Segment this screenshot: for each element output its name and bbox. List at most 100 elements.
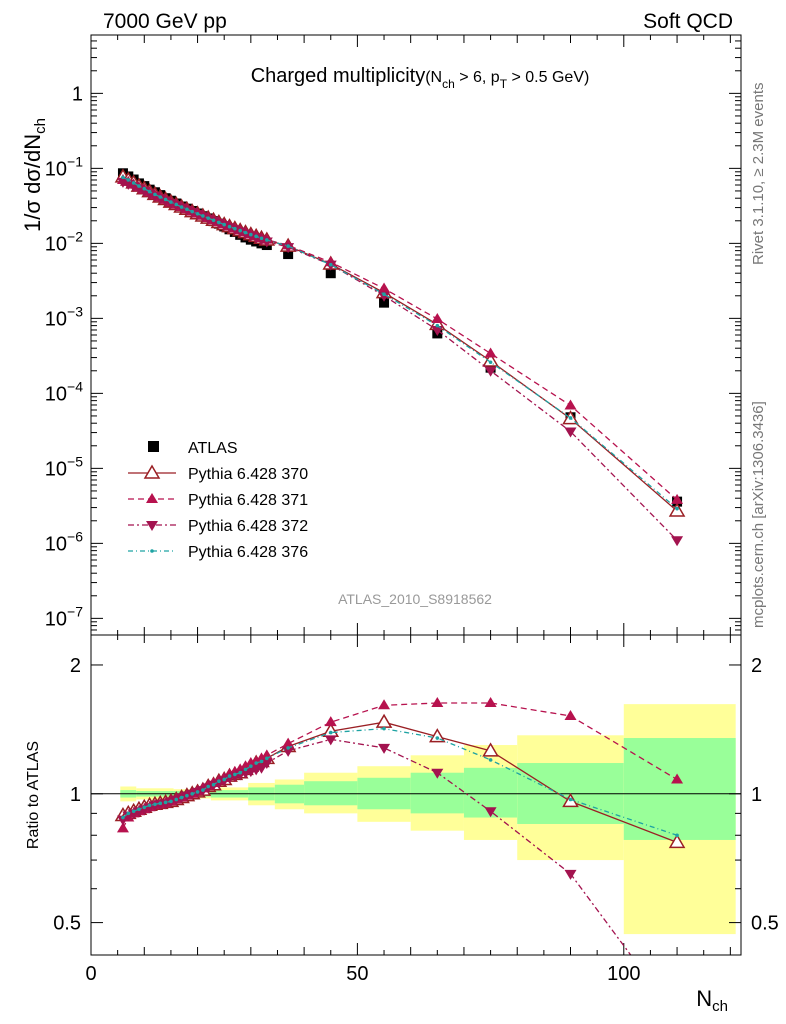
ratio-series-point <box>482 742 499 757</box>
ratio-series-point <box>431 768 444 779</box>
main-series-line <box>122 176 678 510</box>
ratio-series-point <box>169 799 173 804</box>
ratio-band-inner <box>623 738 736 840</box>
ratio-series-point <box>190 791 195 796</box>
main-series-point <box>671 493 684 504</box>
main-series-point <box>675 506 679 511</box>
main-ytick-base: 1 <box>72 83 83 105</box>
main-series-point <box>190 209 195 214</box>
ratio-series-point <box>131 809 136 814</box>
main-ytick-exp: −6 <box>67 528 83 544</box>
main-series-point <box>431 313 444 324</box>
main-series-point <box>138 186 151 197</box>
main-ytick-base: 10 <box>45 308 67 330</box>
main-series-point <box>121 175 125 180</box>
main-title-cond-a: (N <box>425 69 442 86</box>
ratio-series-point <box>249 764 253 769</box>
ratio-series-point <box>671 773 684 784</box>
main-series-point <box>286 244 290 248</box>
ratio-series-point <box>222 777 226 782</box>
ratio-series-point <box>174 797 179 802</box>
atlas-point <box>283 249 294 260</box>
ratio-series-point <box>429 728 446 743</box>
ratio-xlabel-text: N <box>696 986 712 1011</box>
ratio-series-point <box>431 696 444 707</box>
rivet-text: Rivet 3.1.10, ≥ 2.3M events <box>750 83 767 266</box>
main-ytick-exp: −4 <box>67 378 83 394</box>
main-series-point <box>153 192 157 197</box>
main-series-point <box>671 536 684 547</box>
main-title-text: Charged multiplicity <box>251 65 426 87</box>
ratio-panel: 0.5 0.5 1 1 2 2 0 50 100 Ratio to ATLAS Nch <box>25 634 779 1015</box>
main-ytick-label: 10−5 <box>45 453 83 480</box>
main-series-point <box>378 291 391 302</box>
ratio-series-point <box>328 730 333 735</box>
ratio-series-point <box>116 815 129 826</box>
ratio-series-point <box>233 772 237 777</box>
main-series-point <box>185 207 189 212</box>
main-ytick-exp: −1 <box>67 153 83 169</box>
legend-label: Pythia 6.428 370 <box>188 466 308 483</box>
main-series-point <box>564 399 577 410</box>
ratio-series-point <box>375 713 393 728</box>
legend-marker <box>143 464 161 479</box>
main-ytick-base: 10 <box>45 608 67 630</box>
main-ytick-label: 1 <box>72 83 83 105</box>
ratio-xtick-label: 100 <box>607 963 640 985</box>
mcplots-text: mcplots.cern.ch [arXiv:1306.3436] <box>750 401 767 628</box>
ratio-series-point <box>282 737 295 748</box>
main-series-point <box>211 218 216 223</box>
atlas-point <box>379 297 390 308</box>
ratio-series-point <box>243 767 248 772</box>
main-ytick-exp: −7 <box>67 603 83 619</box>
legend-label: Pythia 6.428 371 <box>188 492 308 509</box>
ratio-series-point <box>250 755 263 766</box>
main-series <box>114 168 686 547</box>
main-ytick-label: 10−1 <box>45 153 83 180</box>
main-series-point <box>137 184 141 188</box>
ratio-xtick-label: 0 <box>85 963 96 985</box>
legend-entry: Pythia 6.428 370 <box>128 464 308 483</box>
main-ytick-label: 10−2 <box>45 228 83 255</box>
main-series-3 <box>116 177 684 547</box>
header-left: 7000 GeV pp <box>103 10 227 33</box>
ratio-uncertainty-bands <box>120 704 736 935</box>
main-series-point <box>154 194 167 205</box>
main-series-point <box>564 427 577 438</box>
ratio-series-point <box>254 761 258 765</box>
ratio-series-point <box>382 726 386 731</box>
main-series-point <box>158 195 163 199</box>
ratio-series-point <box>378 699 391 710</box>
main-series-point <box>259 236 264 241</box>
ratio-ytick-label-right: 1 <box>751 784 762 806</box>
main-series-point <box>382 292 386 296</box>
main-title: Charged multiplicity(Nch > 6, pT > 0.5 G… <box>251 65 590 91</box>
main-ytick-label: 10−6 <box>45 528 83 555</box>
main-series-line <box>122 181 678 541</box>
ratio-series-point <box>147 803 152 808</box>
svg-text:1/σ dσ/dNch: 1/σ dσ/dNch <box>20 118 49 232</box>
legend-entry: ATLAS <box>148 440 238 457</box>
ratio-ytick-label: 2 <box>70 655 81 677</box>
rivet-side-label: Rivet 3.1.10, ≥ 2.3M events <box>750 83 767 266</box>
main-ytick-label: 10−4 <box>45 378 83 405</box>
ratio-series-point <box>158 801 163 806</box>
ratio-band-inner <box>304 781 358 806</box>
main-series-4 <box>121 175 679 511</box>
main-series-point <box>195 211 200 216</box>
main-ytick-base: 10 <box>45 383 67 405</box>
main-panel: 110−110−210−310−410−510−610−7 Charged mu… <box>20 34 742 636</box>
ratio-ytick-label-right: 0.5 <box>751 913 779 935</box>
ratio-series-point <box>260 759 273 770</box>
legend-entry: Pythia 6.428 372 <box>128 518 308 535</box>
ratio-series-point <box>255 763 268 774</box>
main-ylabel-text: 1/σ dσ/dN <box>20 134 45 232</box>
legend: ATLAS Pythia 6.428 370 Pythia 6.428 371 Pyt… <box>128 440 308 561</box>
main-ytick-exp: −5 <box>67 453 83 469</box>
legend-label: Pythia 6.428 376 <box>188 544 308 561</box>
ratio-xlabel-sub: ch <box>712 998 728 1015</box>
main-title-cond-a-sub: ch <box>442 77 455 91</box>
ratio-series-point <box>484 696 497 707</box>
main-series-point <box>328 262 333 267</box>
ratio-xtick-label: 50 <box>346 963 368 985</box>
